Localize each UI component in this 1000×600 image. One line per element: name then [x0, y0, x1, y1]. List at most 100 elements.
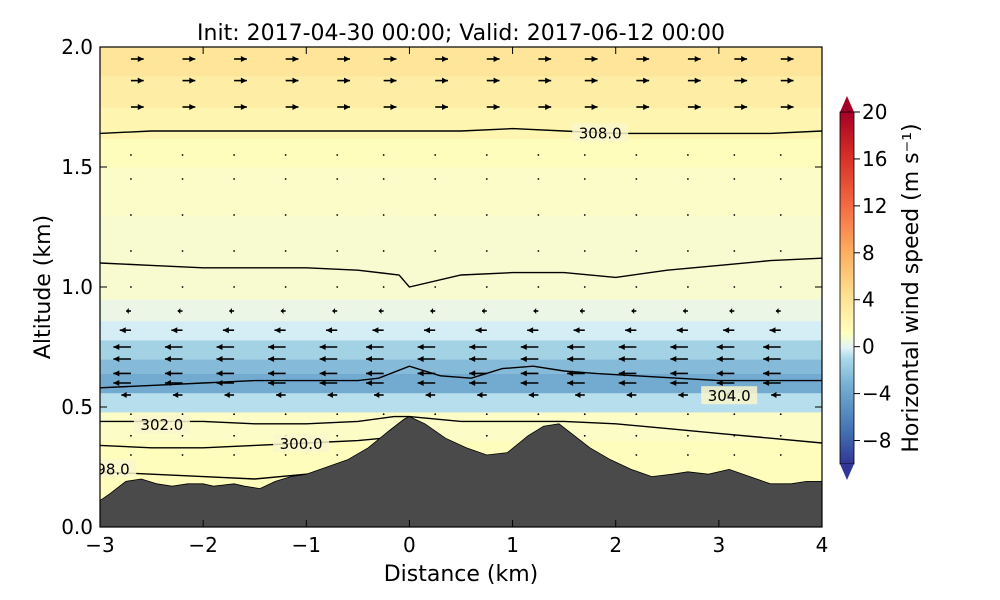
wind-vector — [780, 104, 794, 110]
wind-vector — [486, 56, 500, 62]
wind-vector — [233, 454, 235, 456]
contour-label-bg — [273, 434, 330, 453]
wind-vector — [687, 104, 701, 110]
wind-vector — [486, 104, 500, 110]
terrain-profile — [100, 416, 822, 527]
wind-vector — [485, 413, 488, 416]
wind-vector — [733, 178, 736, 180]
wind-vector — [687, 250, 689, 252]
wind-vector — [477, 392, 487, 398]
wind-vector — [485, 178, 488, 180]
wind-vector — [337, 104, 351, 110]
wind-speed-band — [100, 320, 822, 341]
wind-speed-band — [100, 75, 822, 108]
wind-vector — [366, 380, 384, 386]
wind-vector — [687, 286, 689, 288]
wind-vector — [775, 308, 781, 314]
wind-vector — [268, 380, 286, 386]
wind-vector — [769, 327, 781, 334]
wind-vector — [336, 250, 339, 252]
wind-speed-band — [100, 138, 822, 168]
wind-speed-band — [100, 392, 822, 413]
wind-vector — [130, 214, 132, 216]
wind-vector — [583, 154, 586, 156]
wind-vector — [537, 250, 540, 252]
wind-vector — [583, 286, 586, 288]
wind-vector — [537, 286, 540, 288]
wind-vector — [625, 327, 637, 334]
wind-vector — [635, 214, 638, 216]
colorbar-extend-bottom — [840, 464, 854, 480]
wind-vector — [164, 344, 183, 350]
wind-vector — [233, 154, 235, 156]
wind-vector — [716, 370, 735, 377]
wind-vector — [181, 454, 184, 456]
wind-vector — [779, 250, 782, 252]
wind-speed-band — [100, 339, 822, 360]
wind-vector — [583, 413, 586, 416]
wind-vector — [234, 104, 247, 110]
wind-vector — [417, 344, 436, 350]
wind-vector — [113, 356, 131, 362]
wind-vector — [670, 356, 688, 362]
wind-vector — [635, 454, 638, 456]
wind-vector — [417, 356, 436, 362]
wind-vector — [733, 413, 736, 416]
wind-vector — [434, 250, 437, 252]
wind-vector — [280, 308, 286, 314]
contour-label-bg — [572, 123, 629, 142]
wind-vector — [469, 344, 487, 350]
terrain — [100, 416, 822, 527]
wind-vector — [424, 327, 436, 334]
wind-vector — [687, 454, 689, 456]
plot-area: 298.0 300.0 302.0 304.0 308.0 — [100, 47, 822, 527]
colorbar-body — [839, 111, 855, 465]
wind-vector — [336, 434, 339, 437]
wind-vector — [274, 327, 286, 334]
wind-vector — [130, 154, 132, 156]
wind-vector — [584, 104, 598, 110]
wind-vector — [336, 214, 339, 216]
wind-vector — [382, 214, 385, 216]
wind-vector — [366, 344, 384, 350]
isentrope-line — [100, 127, 822, 135]
contour-label-bg — [133, 415, 190, 433]
wind-vector — [475, 327, 487, 334]
x-tick-label: −2 — [188, 533, 217, 557]
wind-vector — [383, 104, 397, 110]
wind-vector — [130, 413, 132, 416]
wind-vector — [181, 250, 184, 252]
wind-vector — [537, 214, 540, 216]
wind-vector — [763, 370, 781, 377]
wind-vector — [583, 434, 586, 437]
wind-vector — [670, 344, 688, 350]
wind-vector — [181, 214, 184, 216]
wind-vector — [130, 286, 132, 288]
wind-vector — [583, 178, 586, 180]
wind-vector — [382, 413, 385, 416]
wind-vector — [779, 154, 782, 156]
wind-vector — [567, 356, 585, 362]
wind-vector — [182, 104, 196, 110]
wind-vector — [567, 380, 585, 386]
x-axis-label: Distance (km) — [384, 562, 539, 587]
x-tick-label: 3 — [712, 533, 725, 557]
wind-vector — [678, 392, 688, 398]
wind-speed-band — [100, 359, 822, 374]
wind-vector — [181, 413, 184, 416]
wind-vector — [520, 370, 539, 377]
contour-label: 304.0 — [708, 387, 751, 405]
y-tick-label: 2.0 — [61, 35, 93, 59]
wind-vector — [383, 56, 397, 62]
wind-vector — [469, 380, 487, 386]
wind-vector — [319, 370, 338, 377]
wind-vector — [366, 356, 384, 362]
wind-vector — [575, 392, 585, 398]
x-tick-label: −3 — [85, 533, 114, 557]
wind-vector — [733, 214, 736, 216]
colorbar-tick-label: 16 — [862, 147, 887, 171]
wind-vector — [485, 250, 488, 252]
wind-vector — [233, 413, 235, 416]
wind-vector — [733, 250, 736, 252]
